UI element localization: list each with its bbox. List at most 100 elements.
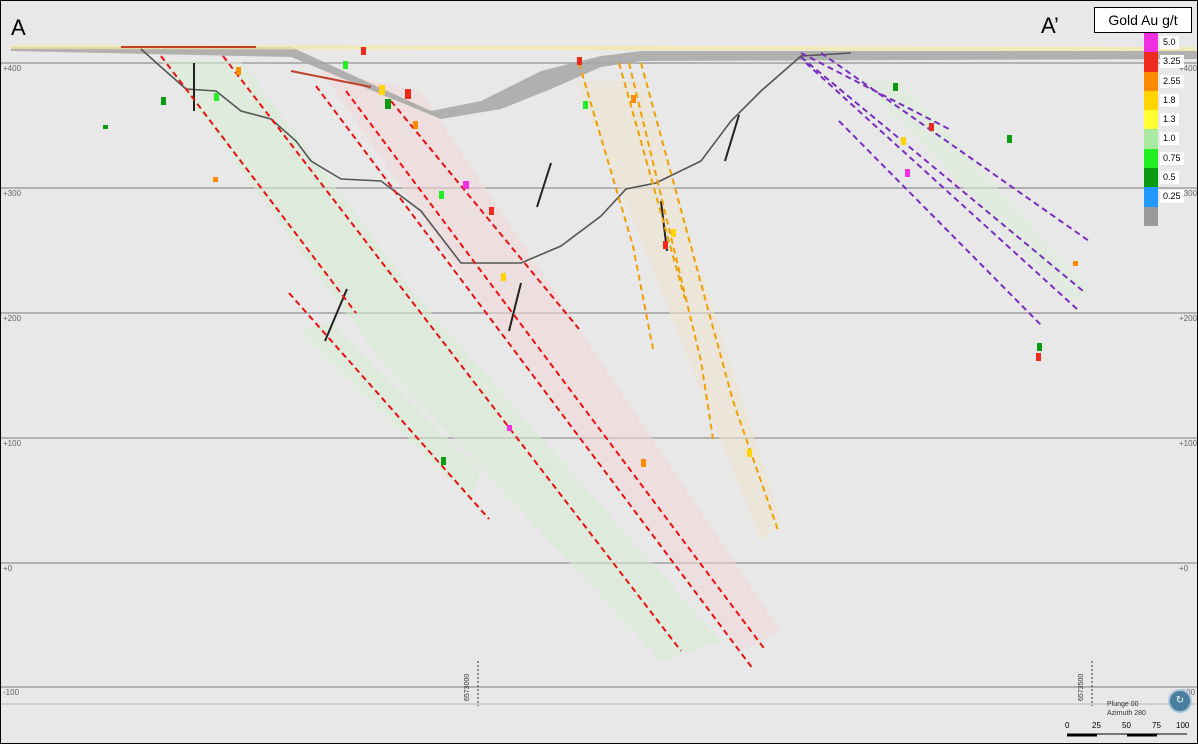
legend-swatch: [1144, 187, 1158, 207]
fault-tick: [724, 114, 740, 162]
intercept: [405, 89, 411, 99]
legend-band-label: 1.0: [1160, 132, 1179, 146]
scale-tick-label: 75: [1152, 721, 1161, 730]
intercept: [1007, 135, 1012, 143]
legend-band: 3.25: [1144, 52, 1192, 72]
legend-band-label: 1.3: [1160, 113, 1179, 127]
elevation-label-left: +100: [3, 439, 22, 448]
elevation-label-left: +400: [3, 64, 22, 73]
elevation-label-left: +300: [3, 189, 22, 198]
legend-swatch: [1144, 90, 1158, 111]
northing-label: 6573000: [464, 673, 471, 701]
elevation-label-left: -100: [3, 688, 20, 697]
intercept: [361, 47, 366, 55]
intercept: [103, 125, 108, 129]
intercept: [929, 123, 934, 131]
legend-band: 0.25: [1144, 187, 1192, 207]
topography: [10, 45, 1197, 119]
scale-bar-graphic: [1067, 733, 1187, 737]
lode-red: [345, 90, 767, 652]
scale-tick-label: 25: [1092, 721, 1101, 730]
elevation-label-right: +400: [1179, 64, 1198, 73]
envelope-lower-west: [301, 321, 481, 501]
legend-band: 0.75: [1144, 148, 1192, 169]
scale-tick-label: 100: [1176, 721, 1190, 730]
fault-tick: [508, 282, 522, 332]
lode-purple: [805, 62, 1078, 310]
legend-swatch: [1144, 33, 1158, 53]
intercept: [343, 61, 348, 69]
legend-swatch: [1144, 168, 1158, 188]
intercept: [213, 177, 218, 182]
intercept: [463, 181, 469, 189]
lodes-red: [160, 55, 767, 670]
oxidation-surface-line: [140, 48, 852, 264]
intercept: [161, 97, 166, 105]
intercept: [641, 459, 646, 467]
lode-orange: [618, 62, 686, 300]
legend-band-label: 3.25: [1160, 55, 1184, 69]
intercept: [631, 95, 636, 103]
intercept: [413, 121, 418, 129]
lode-purple: [838, 120, 1042, 326]
intercept: [893, 83, 898, 91]
elevation-label-left: +0: [3, 564, 13, 573]
intercept: [1036, 353, 1041, 361]
elevation-label-left: +200: [3, 314, 22, 323]
section-start-label: A: [11, 15, 26, 40]
intercept: [385, 99, 391, 109]
legend-band: 1.8: [1144, 90, 1192, 111]
surface-workings-central: [290, 70, 372, 88]
legend-swatch: [1144, 71, 1158, 91]
elevation-label-right: +100: [1179, 439, 1198, 448]
intercept: [577, 57, 582, 65]
envelope-orange: [576, 81, 781, 541]
lode-purple: [820, 52, 1090, 242]
intercept: [379, 85, 385, 95]
lode-red: [222, 55, 682, 652]
legend-swatch: [1144, 206, 1158, 226]
elevation-label-right: +0: [1179, 564, 1189, 573]
lode-red: [288, 292, 490, 520]
lode-orange: [640, 62, 780, 534]
legend-swatch: [1144, 129, 1158, 149]
intercept: [441, 457, 446, 465]
lode-red: [315, 85, 754, 670]
envelope-west: [161, 61, 721, 661]
legend-swatch: [1144, 148, 1158, 169]
lode-purple: [800, 56, 1084, 292]
legend-band-label: 0.25: [1160, 190, 1184, 204]
legend-swatch: [1144, 110, 1158, 130]
scale-tick-label: 50: [1122, 721, 1131, 730]
envelope-east: [861, 81, 1091, 301]
elevation-label-right: +200: [1179, 314, 1198, 323]
intercept: [501, 273, 506, 281]
azimuth-label: Azimuth 280: [1107, 710, 1146, 717]
intercept: [489, 207, 494, 215]
intercept: [236, 67, 241, 75]
legend-band: 1.0: [1144, 129, 1192, 149]
grade-legend: 5.0 3.25 2.55 1.8 1.3 1.0 0.75 0.5 0.25: [1144, 33, 1192, 226]
compass-icon: ↻: [1168, 689, 1192, 713]
intercept: [905, 169, 910, 177]
lode-red: [160, 55, 357, 314]
legend-band-label: 0.75: [1160, 151, 1184, 165]
legend-band: 1.3: [1144, 110, 1192, 130]
lodes-purple: [800, 52, 1090, 326]
envelope-central: [321, 71, 781, 651]
legend-title: Gold Au g/t: [1094, 7, 1192, 33]
legend-swatch: [1144, 52, 1158, 72]
lode-orange: [628, 62, 714, 440]
intercept: [663, 241, 668, 249]
legend-band-label: 2.55: [1160, 74, 1184, 88]
legend-band-label: 1.8: [1160, 93, 1179, 107]
legend-band-label: 0.5: [1160, 171, 1179, 185]
elevation-label-right: +300: [1179, 189, 1198, 198]
legend-band: 5.0: [1144, 33, 1192, 53]
lode-orange: [578, 62, 654, 350]
northing-label: 6573500: [1078, 673, 1085, 701]
legend-band: [1144, 206, 1192, 226]
scale-tick-label: 0: [1065, 721, 1070, 730]
